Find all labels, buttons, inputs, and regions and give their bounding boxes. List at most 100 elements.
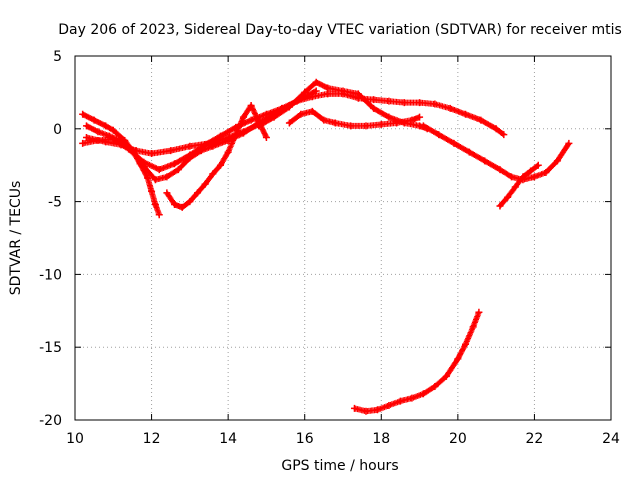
data-point — [481, 157, 489, 165]
data-point — [350, 404, 358, 412]
data-point — [125, 145, 133, 153]
data-point — [308, 93, 316, 101]
data-point — [519, 173, 527, 181]
data-point — [377, 120, 385, 128]
x-tick-label: 16 — [296, 431, 314, 447]
y-tick-label: -10 — [39, 267, 62, 283]
data-point — [308, 107, 316, 115]
data-point — [163, 189, 171, 197]
x-tick-label: 20 — [449, 431, 467, 447]
data-point — [178, 203, 186, 211]
series-track-j — [350, 308, 483, 415]
data-point — [255, 122, 263, 130]
data-point — [239, 128, 247, 136]
x-tick-label: 12 — [143, 431, 161, 447]
data-point — [224, 134, 232, 142]
data-point — [312, 78, 320, 86]
x-axis-title: GPS time / hours — [281, 458, 398, 474]
data-point — [496, 202, 504, 210]
data-point — [148, 150, 156, 158]
data-point — [534, 161, 542, 169]
data-point — [530, 173, 538, 181]
data-point — [216, 132, 224, 140]
data-point — [331, 119, 339, 127]
data-point — [462, 340, 470, 348]
data-point — [151, 176, 159, 184]
data-points — [79, 78, 573, 415]
x-tick-label: 14 — [219, 431, 237, 447]
data-point — [408, 116, 416, 124]
data-point — [435, 131, 443, 139]
series-track-i — [496, 161, 542, 210]
data-point — [167, 147, 175, 155]
tick-labels: 10 12 14 16 18 20 22 24 -20 -15 -10 -5 0 5 — [39, 49, 620, 447]
data-point — [393, 119, 401, 127]
y-tick-label: -15 — [39, 340, 62, 356]
data-point — [201, 141, 209, 149]
data-point — [79, 139, 87, 147]
data-point — [500, 131, 508, 139]
data-point — [354, 90, 362, 98]
data-point — [163, 173, 171, 181]
data-point — [94, 128, 102, 136]
x-tick-label: 24 — [602, 431, 620, 447]
data-point — [370, 104, 378, 112]
data-point — [201, 180, 209, 188]
data-point — [362, 407, 370, 415]
series-track-g — [285, 107, 424, 130]
data-point — [90, 116, 98, 124]
x-tick-label: 18 — [372, 431, 390, 447]
data-point — [320, 116, 328, 124]
data-point — [297, 110, 305, 118]
data-point — [186, 142, 194, 150]
data-point — [285, 103, 293, 111]
data-point — [347, 122, 355, 130]
data-point — [400, 99, 408, 107]
data-point — [312, 87, 320, 95]
data-point — [454, 355, 462, 363]
data-point — [475, 308, 483, 316]
data-point — [496, 166, 504, 174]
data-point — [270, 113, 278, 121]
data-point — [194, 189, 202, 197]
y-tick-label: -20 — [39, 413, 62, 429]
chart-title: Day 206 of 2023, Sidereal Day-to-day VTE… — [58, 22, 622, 38]
data-point — [209, 170, 217, 178]
plot-frame — [74, 55, 612, 421]
data-point — [79, 110, 87, 118]
data-point — [186, 198, 194, 206]
data-point — [247, 116, 255, 124]
data-point — [171, 201, 179, 209]
data-point — [542, 168, 550, 176]
data-point — [140, 158, 148, 166]
data-point — [465, 148, 473, 156]
data-point — [565, 139, 573, 147]
data-point — [339, 87, 347, 95]
data-point — [527, 167, 535, 175]
data-point — [239, 113, 247, 121]
y-tick-label: -5 — [48, 195, 62, 211]
data-point — [102, 122, 110, 130]
y-tick-label: 0 — [53, 122, 62, 138]
data-point — [362, 122, 370, 130]
data-point — [446, 104, 454, 112]
data-point — [431, 100, 439, 108]
data-point — [385, 113, 393, 121]
data-point — [370, 96, 378, 104]
data-point — [262, 134, 270, 142]
data-point — [171, 160, 179, 168]
y-tick-label: 5 — [53, 49, 62, 65]
data-point — [442, 372, 450, 380]
data-point — [450, 139, 458, 147]
data-point — [247, 102, 255, 110]
data-point — [408, 394, 416, 402]
data-point — [105, 132, 113, 140]
series-track-h — [419, 122, 573, 184]
data-point — [301, 88, 309, 96]
data-point — [82, 134, 90, 142]
data-point — [144, 174, 152, 182]
data-point — [216, 161, 224, 169]
data-point — [431, 383, 439, 391]
